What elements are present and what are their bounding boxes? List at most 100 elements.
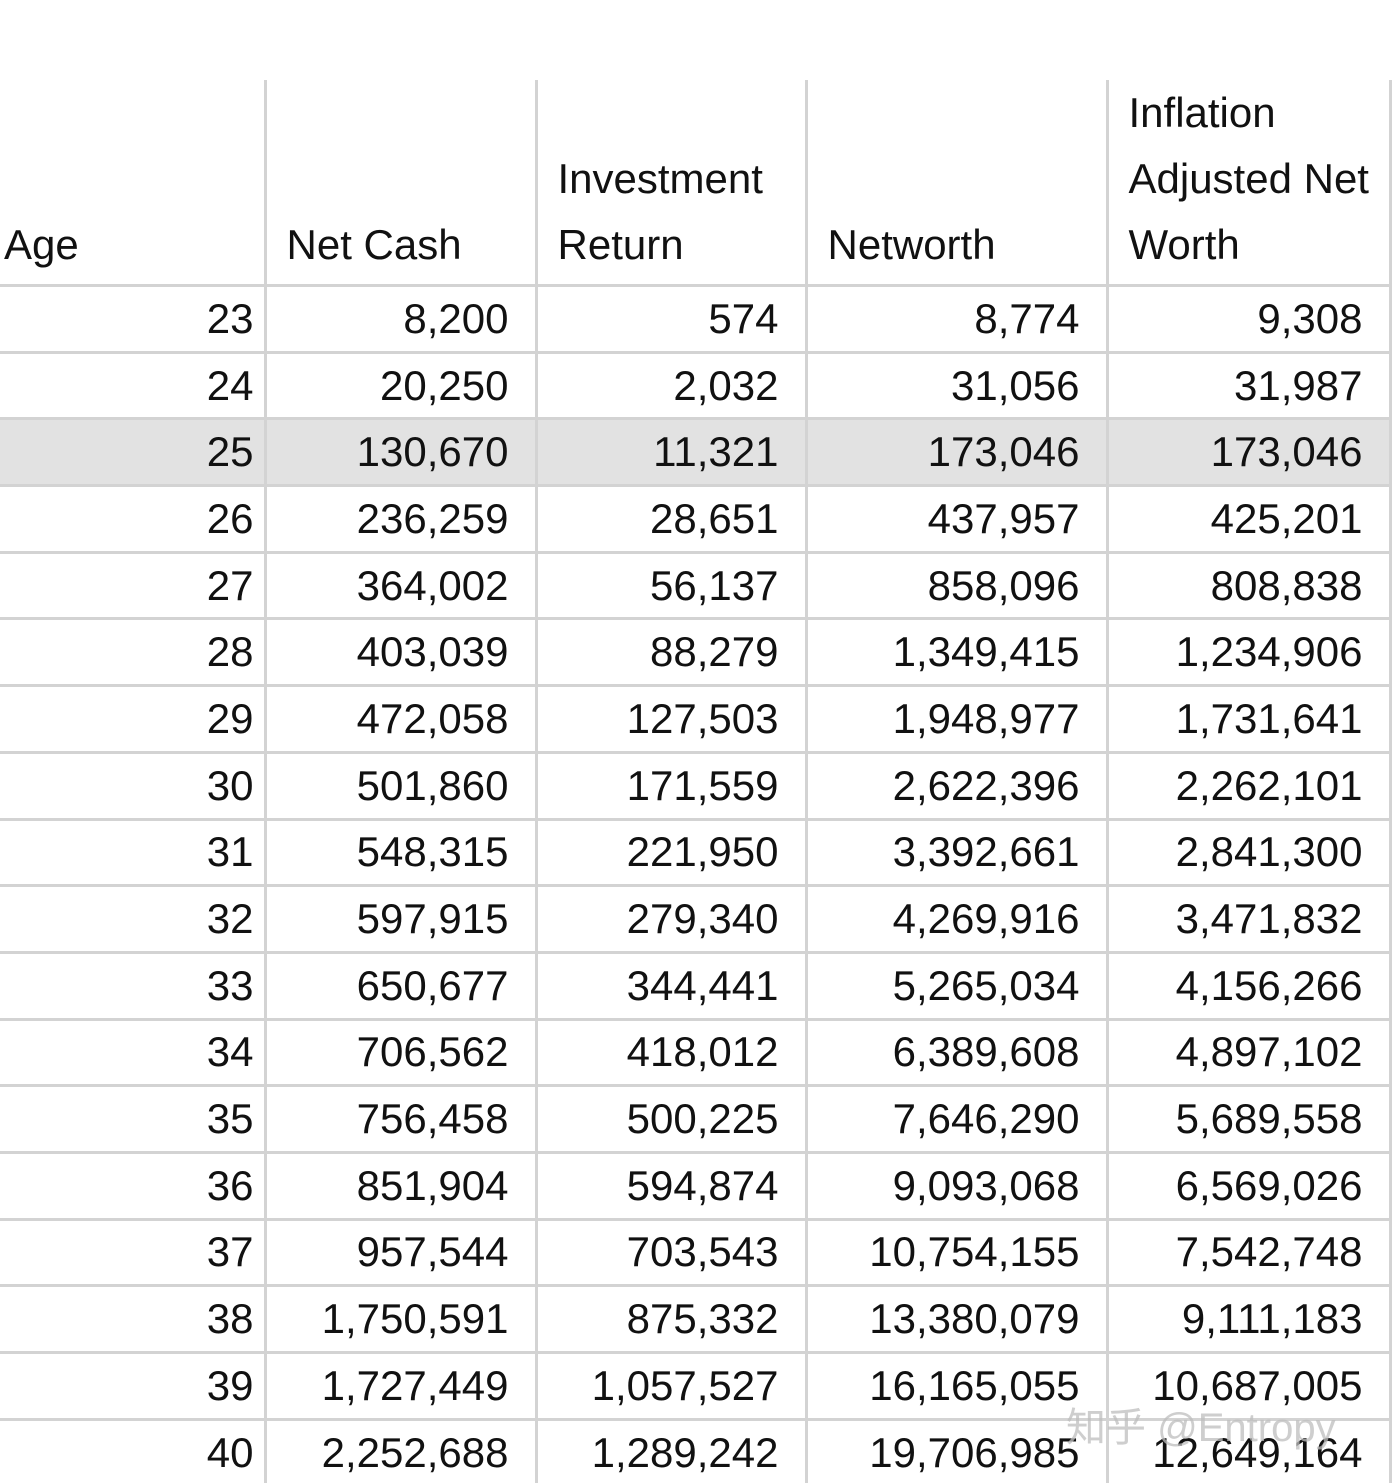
table-cell: 2,252,688	[263, 1419, 536, 1483]
table-row: 32 597,915 279,340 4,269,916 3,471,832	[0, 885, 1392, 954]
table-cell: 5,265,034	[804, 952, 1107, 1021]
table-cell: 11,321	[534, 418, 806, 488]
table-cell: 703,543	[534, 1219, 806, 1288]
header-cell: Investment Return	[534, 80, 806, 287]
table-cell: 10,687,005	[1105, 1352, 1392, 1421]
table-cell: 594,874	[534, 1152, 806, 1221]
table-cell: 28,651	[534, 485, 806, 554]
table-row: 24 20,250 2,032 31,056 31,987	[0, 352, 1392, 421]
table-row: 28 403,039 88,279 1,349,415 1,234,906	[0, 618, 1392, 688]
table-row: 30 501,860 171,559 2,622,396 2,262,101	[0, 752, 1392, 821]
table-cell: 279,340	[534, 885, 806, 954]
table-cell: 4,156,266	[1105, 952, 1392, 1021]
table-cell: 7,542,748	[1105, 1219, 1392, 1288]
table-cell: 37	[0, 1219, 265, 1288]
table-row: 38 1,750,591 875,332 13,380,079 9,111,183	[0, 1285, 1392, 1354]
watermark: 知乎 @Entropy	[1066, 1406, 1336, 1450]
table-cell: 1,057,527	[534, 1352, 806, 1421]
table-cell: 34	[0, 1019, 265, 1088]
table-cell: 1,289,242	[534, 1419, 806, 1483]
table-cell: 1,234,906	[1105, 618, 1392, 688]
table-cell: 88,279	[534, 618, 806, 688]
table-cell: 35	[0, 1085, 265, 1154]
table-row: 37 957,544 703,543 10,754,155 7,542,748	[0, 1219, 1392, 1288]
table-cell: 364,002	[263, 552, 536, 621]
table-cell: 1,731,641	[1105, 685, 1392, 754]
table-cell: 574	[534, 285, 806, 354]
table-cell: 31,056	[804, 352, 1107, 421]
table-cell: 418,012	[534, 1019, 806, 1088]
table-cell: 706,562	[263, 1019, 536, 1088]
table-cell: 56,137	[534, 552, 806, 621]
table-cell: 4,897,102	[1105, 1019, 1392, 1088]
table-cell: 957,544	[263, 1219, 536, 1288]
table-row: 36 851,904 594,874 9,093,068 6,569,026	[0, 1152, 1392, 1221]
table-cell: 33	[0, 952, 265, 1021]
table-cell: 173,046	[1105, 418, 1392, 488]
data-table: Age Net Cash Investment Return Networth Infl…	[0, 80, 1392, 1483]
table-cell: 3,471,832	[1105, 885, 1392, 954]
table-cell: 548,315	[263, 819, 536, 888]
table-row: 31 548,315 221,950 3,392,661 2,841,300	[0, 819, 1392, 888]
table-cell: 650,677	[263, 952, 536, 1021]
header-row: Age Net Cash Investment Return Networth Infl…	[0, 80, 1392, 287]
table-cell: 2,032	[534, 352, 806, 421]
table-cell: 403,039	[263, 618, 536, 688]
table-row: 26 236,259 28,651 437,957 425,201	[0, 485, 1392, 554]
header-cell: Networth	[804, 80, 1107, 287]
table-cell: 6,389,608	[804, 1019, 1107, 1088]
table-cell: 1,948,977	[804, 685, 1107, 754]
table-row: 33 650,677 344,441 5,265,034 4,156,266	[0, 952, 1392, 1021]
table-cell: 858,096	[804, 552, 1107, 621]
table-cell: 13,380,079	[804, 1285, 1107, 1354]
table-row: 39 1,727,449 1,057,527 16,165,055 10,687,005	[0, 1352, 1392, 1421]
table-cell: 127,503	[534, 685, 806, 754]
table-cell: 27	[0, 552, 265, 621]
table-cell: 31,987	[1105, 352, 1392, 421]
table-cell: 1,349,415	[804, 618, 1107, 688]
table-cell: 8,774	[804, 285, 1107, 354]
table-cell: 23	[0, 285, 265, 354]
table-cell: 7,646,290	[804, 1085, 1107, 1154]
table-cell: 2,841,300	[1105, 819, 1392, 888]
table-cell: 3,392,661	[804, 819, 1107, 888]
table-row: 40 2,252,688 1,289,242 19,706,985 12,649,164	[0, 1419, 1392, 1483]
table-cell: 25	[0, 418, 265, 488]
table-cell: 221,950	[534, 819, 806, 888]
table-row: 29 472,058 127,503 1,948,977 1,731,641	[0, 685, 1392, 754]
table-cell: 9,308	[1105, 285, 1392, 354]
table-cell: 472,058	[263, 685, 536, 754]
table-cell: 130,670	[263, 418, 536, 488]
table-cell: 31	[0, 819, 265, 888]
table-cell: 500,225	[534, 1085, 806, 1154]
header-cell: Net Cash	[263, 80, 536, 287]
table-cell: 875,332	[534, 1285, 806, 1354]
table-cell: 24	[0, 352, 265, 421]
table-cell: 756,458	[263, 1085, 536, 1154]
table-cell: 36	[0, 1152, 265, 1221]
table-cell: 437,957	[804, 485, 1107, 554]
table-cell: 20,250	[263, 352, 536, 421]
table-cell: 10,754,155	[804, 1219, 1107, 1288]
table-cell: 1,750,591	[263, 1285, 536, 1354]
table-cell: 5,689,558	[1105, 1085, 1392, 1154]
table-row: 25 130,670 11,321 173,046 173,046	[0, 418, 1392, 488]
table-cell: 39	[0, 1352, 265, 1421]
table-cell: 26	[0, 485, 265, 554]
table-cell: 29	[0, 685, 265, 754]
table-cell: 501,860	[263, 752, 536, 821]
table-cell: 344,441	[534, 952, 806, 1021]
table-row: 27 364,002 56,137 858,096 808,838	[0, 552, 1392, 621]
table-cell: 425,201	[1105, 485, 1392, 554]
table-cell: 851,904	[263, 1152, 536, 1221]
table-cell: 40	[0, 1419, 265, 1483]
table-cell: 19,706,985	[804, 1419, 1107, 1483]
table-row: 23 8,200 574 8,774 9,308	[0, 285, 1392, 354]
header-cell: Inflation Adjusted Net Worth	[1105, 80, 1392, 287]
table-cell: 30	[0, 752, 265, 821]
table-cell: 9,111,183	[1105, 1285, 1392, 1354]
table-row: 35 756,458 500,225 7,646,290 5,689,558	[0, 1085, 1392, 1154]
table-row: 34 706,562 418,012 6,389,608 4,897,102	[0, 1019, 1392, 1088]
table-cell: 38	[0, 1285, 265, 1354]
